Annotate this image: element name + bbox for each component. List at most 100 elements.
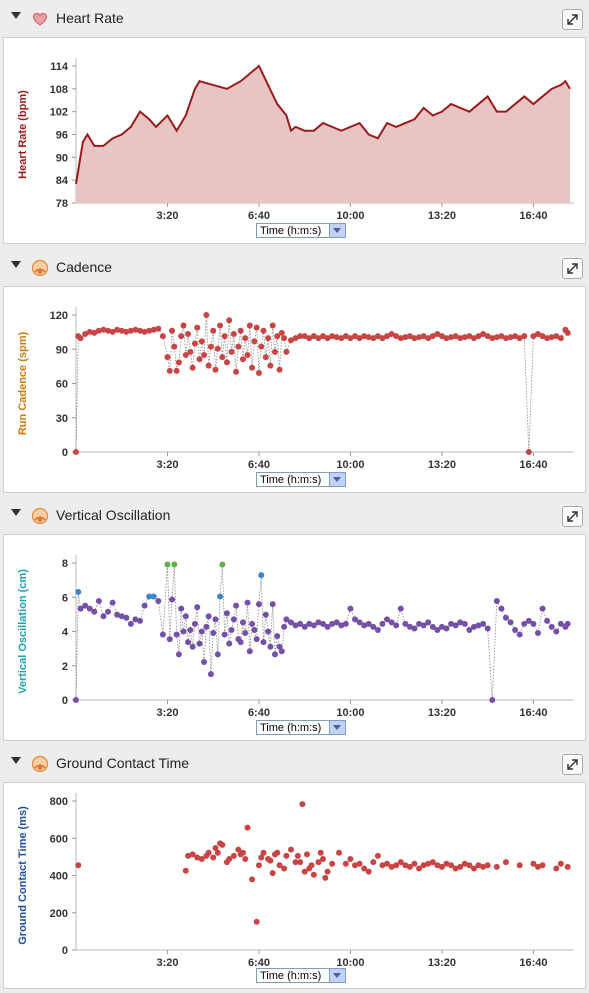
collapse-toggle[interactable]: [11, 757, 21, 764]
data-point: [233, 368, 240, 375]
data-point: [269, 322, 276, 329]
data-point: [521, 620, 528, 627]
y-tick-label: 6: [62, 592, 68, 604]
data-point: [425, 619, 432, 626]
data-point: [198, 628, 205, 635]
x-tick-label: 3:20: [156, 957, 178, 969]
x-axis-selector[interactable]: Time (h:m:s): [256, 472, 346, 487]
data-point: [251, 338, 258, 345]
data-point: [438, 623, 445, 630]
heart-rate-panel: Heart Rate 78 84 90 96 102 108 114 3:20 6:40 10:0…: [0, 0, 589, 246]
chevron-down-icon[interactable]: [329, 969, 345, 982]
data-point: [516, 631, 523, 638]
data-point: [475, 333, 482, 340]
chart-area: 0 200 400 600 800 3:20 6:40 10:00 13:20 16:40 Grou…: [3, 782, 586, 989]
data-point: [544, 335, 551, 342]
data-point: [521, 333, 528, 340]
chevron-down-icon[interactable]: [329, 721, 345, 734]
data-point: [196, 640, 203, 647]
data-point: [228, 348, 235, 355]
panel-title: Heart Rate: [56, 10, 124, 26]
data-point: [146, 327, 153, 334]
data-point: [338, 335, 345, 342]
data-point: [564, 863, 571, 870]
data-point: [246, 322, 253, 329]
data-point: [207, 671, 214, 678]
data-point: [361, 622, 368, 629]
data-point: [198, 338, 205, 345]
data-point: [320, 856, 326, 863]
data-point: [480, 620, 487, 627]
data-point: [299, 801, 306, 808]
data-point: [205, 362, 212, 369]
data-point: [317, 849, 324, 856]
data-point: [406, 333, 413, 340]
chevron-down-icon[interactable]: [329, 473, 345, 486]
data-point: [253, 636, 260, 643]
collapse-toggle[interactable]: [11, 509, 21, 516]
data-point: [324, 623, 331, 630]
data-point: [137, 327, 144, 334]
data-point: [109, 328, 116, 335]
data-point: [557, 335, 564, 342]
heart-rate-line: [75, 64, 571, 185]
data-point: [173, 631, 180, 638]
data-point: [169, 327, 176, 334]
y-tick-label: 0: [62, 447, 68, 459]
data-point: [333, 619, 340, 626]
data-point: [329, 620, 336, 627]
data-point: [226, 640, 233, 647]
data-point: [502, 859, 509, 866]
data-point: [292, 335, 299, 342]
data-point: [91, 329, 98, 336]
data-point: [347, 856, 354, 863]
data-point: [480, 330, 487, 337]
heart-rate-area: [76, 66, 570, 203]
heart-rate-chart: 78 84 90 96 102 108 114 3:20 6:40 10:00 13:20 16:40…: [17, 58, 574, 222]
data-point: [203, 312, 210, 318]
data-point: [223, 610, 230, 617]
expand-button[interactable]: [562, 9, 583, 30]
data-point: [429, 859, 436, 866]
x-axis-selector[interactable]: Time (h:m:s): [256, 720, 346, 735]
collapse-toggle[interactable]: [11, 261, 21, 268]
data-point: [95, 598, 102, 605]
data-point: [466, 862, 473, 869]
x-tick-label: 13:20: [428, 707, 456, 719]
y-tick-label: 600: [50, 833, 68, 845]
x-axis-selector[interactable]: Time (h:m:s): [256, 223, 346, 238]
expand-button[interactable]: [562, 506, 583, 527]
data-point: [512, 333, 519, 340]
data-point: [443, 625, 450, 632]
data-point: [530, 333, 537, 340]
running-icon: [31, 755, 49, 773]
data-point: [278, 329, 285, 336]
data-point: [512, 626, 519, 633]
data-point: [164, 561, 171, 568]
data-point: [212, 845, 219, 852]
data-point: [281, 623, 288, 630]
data-point: [274, 849, 281, 856]
panel-title: Ground Contact Time: [56, 755, 190, 771]
data-point: [406, 623, 413, 630]
data-point: [77, 335, 84, 342]
collapse-toggle[interactable]: [11, 12, 21, 19]
expand-button[interactable]: [562, 258, 583, 279]
data-point: [105, 608, 112, 615]
data-point: [265, 335, 272, 342]
data-point: [255, 601, 262, 608]
data-point: [489, 697, 496, 703]
data-point: [221, 631, 228, 638]
chevron-down-icon[interactable]: [329, 224, 345, 237]
y-axis-label: Ground Contact Time (ms): [17, 806, 29, 945]
data-point: [361, 333, 368, 340]
panel-header: Ground Contact Time: [0, 745, 589, 779]
expand-button[interactable]: [562, 754, 583, 775]
data-point: [388, 863, 395, 870]
data-point: [86, 328, 93, 335]
running-icon: [31, 507, 49, 525]
data-point: [297, 620, 304, 627]
x-axis-selector[interactable]: Time (h:m:s): [256, 968, 346, 983]
expand-icon: [567, 263, 578, 274]
data-point: [82, 602, 89, 609]
